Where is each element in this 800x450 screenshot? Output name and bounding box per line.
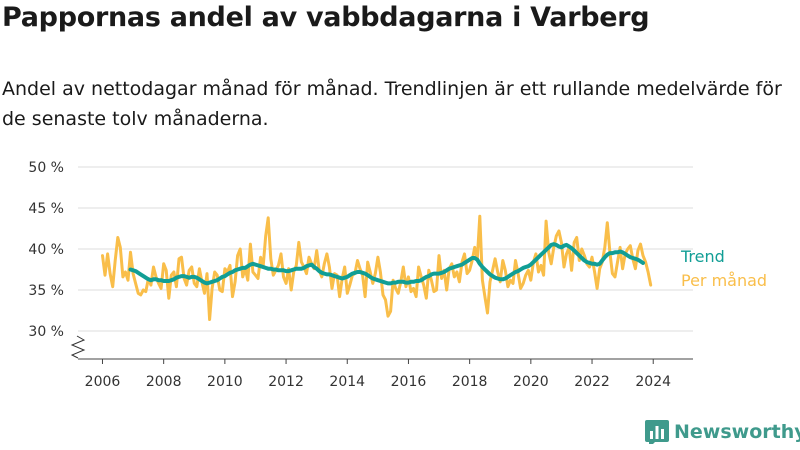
x-tick-label: 2024 xyxy=(635,374,671,390)
x-tick-label: 2018 xyxy=(452,374,488,390)
brand-logo: Newsworthy xyxy=(645,420,800,444)
y-tick-label: 35 % xyxy=(28,283,64,299)
legend-label-trend: Trend xyxy=(680,247,725,266)
x-tick-label: 2010 xyxy=(207,374,243,390)
x-tick-label: 2022 xyxy=(574,374,610,390)
x-tick-label: 2008 xyxy=(146,374,182,390)
y-tick-label: 40 % xyxy=(28,242,64,258)
y-tick-label: 50 % xyxy=(28,160,64,176)
chart-title: Pappornas andel av vabbdagarna i Varberg xyxy=(2,2,650,33)
grid-lines xyxy=(78,166,693,332)
x-axis: 2006 2008 2010 2012 2014 2016 2018 2020 2022 2024 xyxy=(70,335,693,390)
legend-label-per-m-nad: Per månad xyxy=(681,271,767,290)
axis-break-icon xyxy=(70,335,86,359)
legend: Per månad Trend xyxy=(680,247,767,290)
x-tick-label: 2006 xyxy=(85,374,121,390)
x-tick-label: 2014 xyxy=(329,374,365,390)
series-line-trend xyxy=(128,242,645,286)
chart-series xyxy=(101,214,653,321)
y-tick-label: 30 % xyxy=(28,324,64,340)
x-tick-label: 2020 xyxy=(513,374,549,390)
chart-subtitle: Andel av nettodagar månad för månad. Tre… xyxy=(2,78,782,130)
newsworthy-logo-icon xyxy=(645,420,669,444)
x-tick-label: 2016 xyxy=(391,374,427,390)
series-line-per-m-nad xyxy=(101,214,653,321)
y-tick-label: 45 % xyxy=(28,201,64,217)
y-axis-ticks: 30 % 35 % 40 % 45 % 50 % xyxy=(28,160,64,340)
brand-name: Newsworthy xyxy=(674,421,800,443)
x-tick-label: 2012 xyxy=(268,374,304,390)
